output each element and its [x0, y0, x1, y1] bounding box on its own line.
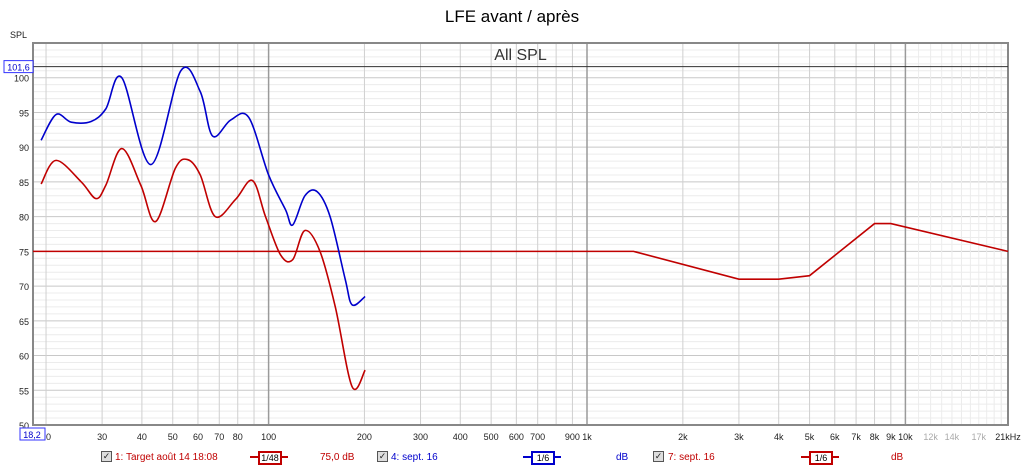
y-tick-label: 75: [19, 247, 29, 257]
x-tick-label: 600: [509, 432, 524, 442]
series-7-smoothing-button[interactable]: 1/6: [801, 451, 839, 465]
x-tick-label: 6k: [830, 432, 840, 442]
x-tick-label: 60: [193, 432, 203, 442]
x-tick-label: 10k: [898, 432, 913, 442]
series-1-label: 1: Target août 14 18:08: [115, 452, 218, 463]
series-line-2: [40, 66, 366, 307]
series-1-checkbox[interactable]: ✓: [101, 451, 112, 462]
x-tick-label: 20: [41, 432, 51, 442]
x-tick-label: 5k: [805, 432, 815, 442]
plot-area: [33, 43, 1008, 425]
inner-title: All SPL: [494, 47, 547, 64]
x-tick-label: 900: [565, 432, 580, 442]
x-start-readout: 18,2: [23, 430, 41, 440]
y-tick-label: 80: [19, 213, 29, 223]
series-4-label: 4: sept. 16: [391, 452, 438, 463]
x-tick-label: 70: [214, 432, 224, 442]
x-tick-label: 100: [261, 432, 276, 442]
cursor-readout: 101,6: [7, 63, 30, 73]
y-axis-label: SPL: [10, 30, 27, 40]
x-tick-label: 12k: [923, 432, 938, 442]
x-tick-label: 17k: [972, 432, 987, 442]
y-tick-label: 100: [14, 74, 29, 84]
x-tick-label: 21kHz: [995, 432, 1021, 442]
series-line-3: [40, 147, 366, 391]
series-4-smoothing-button[interactable]: 1/6: [523, 451, 561, 465]
x-tick-label: 500: [484, 432, 499, 442]
chart-title: LFE avant / après: [444, 7, 580, 26]
x-tick-label: 7k: [851, 432, 861, 442]
series-1-smoothing-button[interactable]: 1/48: [250, 451, 288, 465]
smoothing-label: 1/6: [809, 451, 833, 465]
plot-border: [32, 42, 1009, 426]
series-7-value: dB: [891, 452, 904, 463]
cursor-readout-box: [3, 60, 34, 74]
x-tick-label: 80: [233, 432, 243, 442]
y-tick-label: 55: [19, 386, 29, 396]
x-tick-label: 400: [453, 432, 468, 442]
series-4-checkbox[interactable]: ✓: [377, 451, 388, 462]
smoothing-label: 1/6: [531, 451, 555, 465]
x-tick-label: 40: [137, 432, 147, 442]
x-tick-label: 8k: [870, 432, 880, 442]
y-tick-label: 95: [19, 108, 29, 118]
x-tick-label: 4k: [774, 432, 784, 442]
series-1-value: 75,0 dB: [320, 452, 355, 463]
x-tick-label: 300: [413, 432, 428, 442]
x-tick-label: 2k: [678, 432, 688, 442]
x-tick-label: 700: [530, 432, 545, 442]
y-tick-label: 70: [19, 282, 29, 292]
series-4-value: dB: [616, 452, 629, 463]
series-7-checkbox[interactable]: ✓: [653, 451, 664, 462]
x-tick-label: 3k: [734, 432, 744, 442]
smoothing-label: 1/48: [258, 451, 282, 465]
x-tick-label: 14k: [945, 432, 960, 442]
y-tick-label: 60: [19, 352, 29, 362]
x-tick-label: 200: [357, 432, 372, 442]
x-tick-label: 50: [168, 432, 178, 442]
x-tick-label: 30: [97, 432, 107, 442]
y-tick-label: 90: [19, 143, 29, 153]
x-tick-label: 9k: [886, 432, 896, 442]
x-tick-label: 1k: [582, 432, 592, 442]
x-start-readout-box: [19, 427, 46, 441]
y-tick-label: 85: [19, 178, 29, 188]
y-tick-label: 65: [19, 317, 29, 327]
series-line-1: [33, 222, 1009, 280]
y-tick-label: 50: [19, 421, 29, 431]
series-7-label: 7: sept. 16: [668, 452, 715, 463]
